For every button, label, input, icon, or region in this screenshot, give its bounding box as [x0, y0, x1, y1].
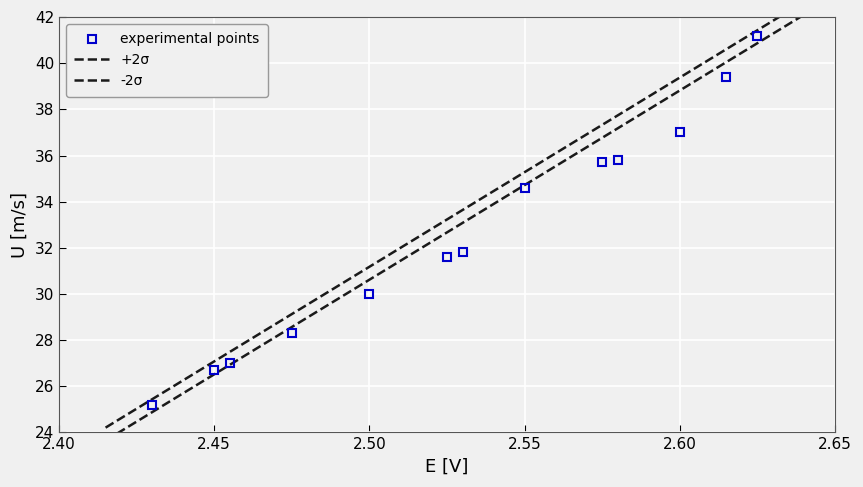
Line: experimental points: experimental points [148, 31, 761, 409]
experimental points [457, 249, 468, 255]
-2σ [526, 179, 536, 185]
experimental points [520, 185, 530, 191]
-2σ [747, 43, 758, 49]
-2σ [103, 436, 113, 442]
experimental points [224, 360, 235, 366]
Line: +2σ: +2σ [105, 0, 820, 428]
-2σ [702, 71, 712, 76]
+2σ [747, 30, 758, 36]
Y-axis label: U [m/s]: U [m/s] [11, 192, 29, 258]
experimental points [442, 254, 452, 260]
+2σ [526, 166, 536, 171]
experimental points [364, 291, 375, 297]
Legend: experimental points, +2σ, -2σ: experimental points, +2σ, -2σ [66, 24, 268, 96]
X-axis label: E [V]: E [V] [425, 458, 469, 476]
experimental points [287, 330, 297, 336]
+2σ [103, 423, 113, 429]
experimental points [597, 160, 608, 166]
+2σ [538, 158, 548, 164]
+2σ [702, 58, 712, 64]
experimental points [147, 402, 157, 408]
experimental points [721, 74, 732, 80]
+2σ [523, 167, 533, 173]
-2σ [523, 180, 533, 186]
Line: -2σ: -2σ [105, 5, 820, 441]
experimental points [209, 367, 219, 373]
-2σ [538, 171, 548, 177]
+2σ [100, 425, 110, 431]
experimental points [675, 130, 685, 135]
-2σ [815, 2, 825, 8]
experimental points [753, 33, 763, 38]
experimental points [613, 157, 623, 163]
-2σ [100, 438, 110, 444]
